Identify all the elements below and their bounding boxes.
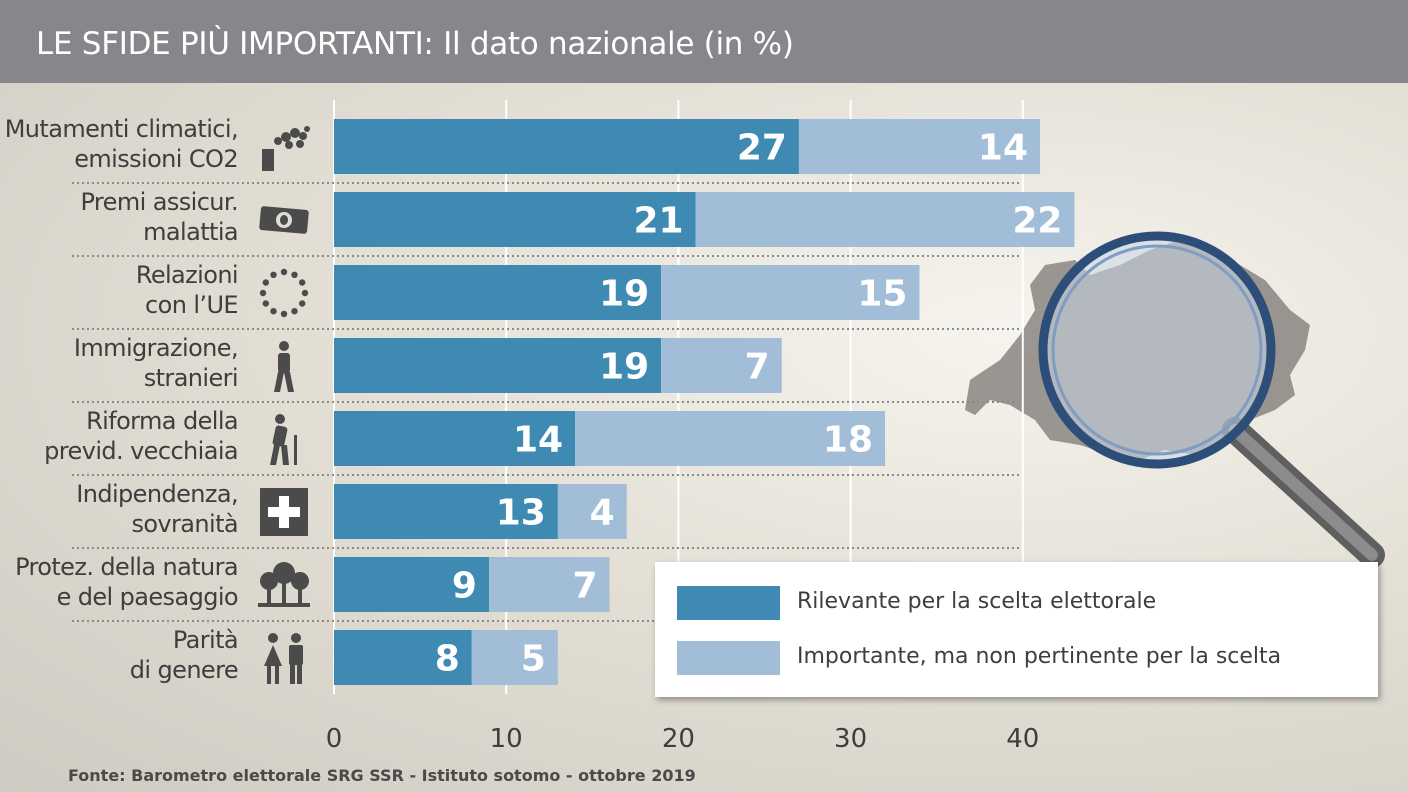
x-tick-label: 30	[834, 724, 867, 754]
category-label: Riforma della previd. vecchiaia	[2, 406, 238, 466]
legend-label-important: Importante, ma non pertinente per la sce…	[797, 644, 1282, 669]
source-note: Fonte: Barometro elettorale SRG SSR - Is…	[68, 766, 696, 785]
bar-important	[695, 192, 1075, 247]
category-label: Indipendenza, sovranità	[2, 479, 238, 539]
bar-relevant	[334, 265, 662, 320]
data-label-relevant: 9	[452, 566, 477, 607]
x-tick-label: 10	[490, 724, 523, 754]
bar-important	[661, 265, 920, 320]
elderly-person-icon	[256, 411, 312, 467]
legend-swatch-important	[677, 641, 780, 675]
category-label-line: sovranità	[131, 510, 238, 538]
bar-relevant	[334, 630, 472, 685]
bar-relevant	[334, 338, 662, 393]
category-label-line: Indipendenza,	[76, 480, 238, 508]
swiss-cross-icon	[256, 484, 312, 540]
x-axis-ticks: 0 10 20 30 40	[326, 724, 1040, 754]
data-label-relevant: 8	[435, 639, 460, 680]
x-tick-label: 0	[326, 724, 343, 754]
data-label-relevant: 13	[496, 493, 546, 534]
category-label-line: Protez. della natura	[15, 553, 239, 581]
category-label-line: stranieri	[143, 364, 239, 392]
category-label: Immigrazione, stranieri	[2, 333, 239, 393]
category-label-line: malattia	[143, 218, 238, 246]
category-label-line: e del paesaggio	[56, 583, 239, 611]
category-label-line: emissioni CO2	[74, 145, 238, 173]
data-label-relevant: 19	[599, 274, 649, 315]
data-label-relevant: 27	[737, 128, 787, 169]
trees-icon	[256, 557, 312, 613]
bar-important	[798, 119, 1041, 174]
data-label-important: 5	[521, 639, 546, 680]
category-label-line: Premi assicur.	[80, 188, 238, 216]
x-tick-label: 20	[662, 724, 695, 754]
bar-relevant	[334, 192, 696, 247]
bar-important	[661, 338, 782, 393]
banknote-icon	[256, 192, 312, 248]
bar-important	[471, 630, 558, 685]
legend-label-relevant: Rilevante per la scelta elettorale	[797, 589, 1157, 614]
category-label-line: Immigrazione,	[73, 334, 239, 362]
category-label: Parità di genere	[2, 625, 239, 685]
bar-relevant	[334, 557, 489, 612]
data-label-relevant: 21	[634, 201, 684, 242]
data-label-important: 4	[590, 493, 615, 534]
bar-important	[557, 484, 627, 539]
legend-swatch-relevant	[677, 586, 780, 620]
bar-relevant	[334, 119, 799, 174]
data-label-relevant: 14	[513, 420, 563, 461]
legend: Rilevante per la scelta elettorale Impor…	[655, 562, 1378, 697]
x-tick-label: 40	[1006, 724, 1039, 754]
category-label-line: Riforma della	[86, 407, 238, 435]
bar-relevant	[334, 484, 558, 539]
bars	[334, 119, 1075, 685]
row-dividers	[72, 182, 1022, 622]
category-label-line: Mutamenti climatici,	[4, 115, 239, 143]
category-label-line: previd. vecchiaia	[44, 437, 238, 465]
data-label-important: 14	[978, 128, 1028, 169]
category-label-line: Relazioni	[135, 261, 239, 289]
data-labels: 27 14 21 22 19 15 19 7 14 18 13 4 9 7 8 5	[435, 128, 1063, 680]
bar-relevant	[334, 411, 576, 466]
walking-person-icon	[256, 338, 312, 394]
woman-man-icon	[256, 630, 312, 686]
chart-title: LE SFIDE PIÙ IMPORTANTI: Il dato naziona…	[36, 26, 794, 62]
category-label: Mutamenti climatici, emissioni CO2	[2, 114, 239, 174]
category-label: Premi assicur. malattia	[2, 187, 238, 247]
title-bar: LE SFIDE PIÙ IMPORTANTI: Il dato naziona…	[0, 0, 1408, 83]
data-label-important: 7	[745, 347, 770, 388]
eu-stars-icon	[256, 265, 312, 321]
data-label-important: 15	[857, 274, 907, 315]
data-label-important: 22	[1012, 201, 1062, 242]
category-label-line: di genere	[129, 656, 239, 684]
magnifier-icon	[1038, 231, 1385, 568]
data-label-important: 7	[572, 566, 597, 607]
category-label: Relazioni con l’UE	[2, 260, 239, 320]
bar-important	[575, 411, 886, 466]
bar-important	[488, 557, 610, 612]
category-label: Protez. della natura e del paesaggio	[2, 552, 239, 612]
category-label-line: con l’UE	[145, 291, 239, 319]
data-label-important: 18	[823, 420, 873, 461]
data-label-relevant: 19	[599, 347, 649, 388]
category-label-line: Parità	[172, 626, 239, 654]
factory-icon	[256, 119, 312, 175]
